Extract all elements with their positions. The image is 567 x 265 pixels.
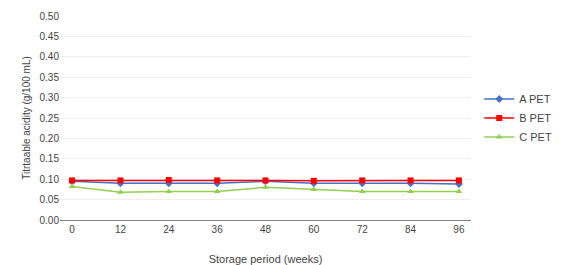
svg-text:0.10: 0.10 [40, 174, 60, 185]
svg-text:0.50: 0.50 [40, 11, 60, 22]
svg-text:60: 60 [308, 224, 320, 235]
svg-text:0.15: 0.15 [40, 153, 60, 164]
svg-text:0.25: 0.25 [40, 113, 60, 124]
svg-text:0.05: 0.05 [40, 194, 60, 205]
svg-text:Titrtaable acidity (g/100 mL): Titrtaable acidity (g/100 mL) [21, 56, 32, 180]
svg-text:36: 36 [212, 224, 224, 235]
svg-text:72: 72 [357, 224, 369, 235]
svg-text:0: 0 [69, 224, 75, 235]
svg-text:0.35: 0.35 [40, 72, 60, 83]
svg-text:0.00: 0.00 [40, 215, 60, 226]
svg-text:B PET: B PET [519, 112, 551, 124]
svg-text:Storage period (weeks): Storage period (weeks) [209, 253, 323, 265]
svg-text:0.40: 0.40 [40, 51, 60, 62]
svg-text:48: 48 [260, 224, 272, 235]
svg-text:C PET: C PET [519, 131, 552, 143]
svg-text:24: 24 [163, 224, 175, 235]
svg-text:96: 96 [453, 224, 465, 235]
svg-text:12: 12 [115, 224, 127, 235]
svg-text:0.20: 0.20 [40, 133, 60, 144]
svg-text:0.45: 0.45 [40, 31, 60, 42]
svg-text:A PET: A PET [519, 93, 550, 105]
svg-text:84: 84 [405, 224, 417, 235]
svg-text:0.30: 0.30 [40, 92, 60, 103]
